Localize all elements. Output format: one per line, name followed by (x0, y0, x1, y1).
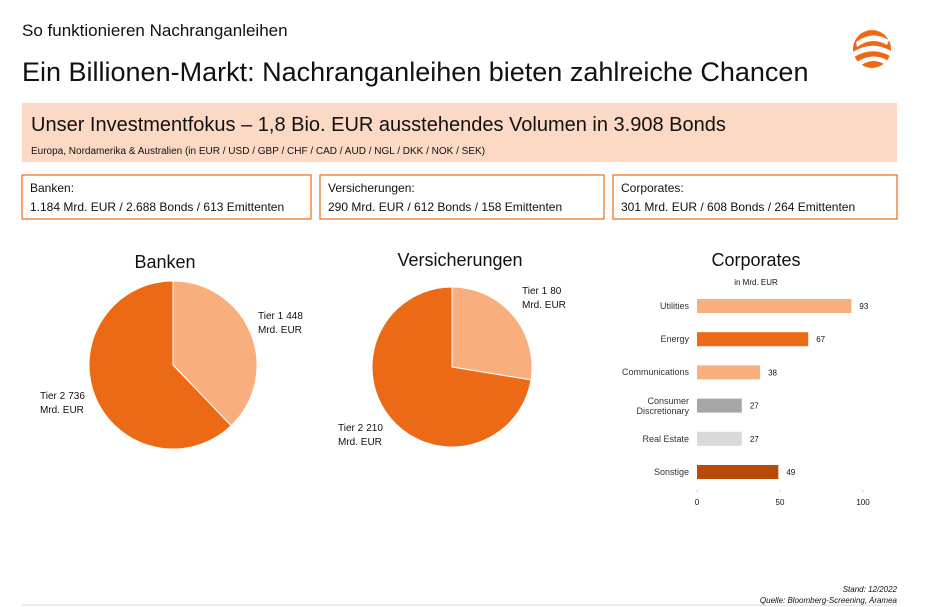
kicker: So funktionieren Nachranganleihen (22, 21, 288, 40)
slice-unit: Mrd. EUR (40, 405, 84, 416)
y-tick-label: Communications (621, 367, 689, 378)
focus-subtitle: Europa, Nordamerika & Australien (in EUR… (31, 146, 485, 157)
info-box-label: Corporates: (621, 181, 684, 195)
y-tick-label: Energy (660, 334, 689, 345)
bar (697, 398, 742, 413)
pie-slice (88, 280, 232, 450)
focus-banner (22, 103, 897, 162)
y-tick-label: Utilities (659, 301, 689, 311)
y-tick-label: Real Estate (642, 433, 689, 444)
slice-label: Tier 2 736 (40, 391, 85, 402)
category-label-box: Consumer Discretionary (636, 395, 689, 416)
slice-unit: Mrd. EUR (522, 300, 566, 311)
chart-title: Banken (134, 252, 195, 272)
bar-value-label: 38 (768, 368, 777, 377)
category-label-box: Real Estate (642, 433, 689, 444)
footer-date: Stand: 12/2022 (843, 585, 898, 594)
info-box (21, 174, 312, 220)
slice-category: Tier 2 (338, 423, 364, 434)
x-tick-label: 100 (856, 498, 870, 507)
slice-value: 80 (550, 286, 562, 297)
info-box-label: Banken: (30, 181, 74, 195)
logo (853, 30, 891, 68)
slide-title: Ein Billionen-Markt: Nachranganleihen bi… (22, 57, 808, 87)
chart-title: Corporates (711, 250, 800, 270)
y-tick-label: Sonstige (653, 467, 689, 477)
focus-title: Unser Investmentfokus – 1,8 Bio. EUR aus… (31, 114, 726, 136)
slice-category: Tier 2 (40, 391, 66, 402)
chart-title: Versicherungen (397, 250, 522, 270)
info-box (612, 174, 898, 220)
bar (697, 431, 742, 446)
info-box-text: 290 Mrd. EUR / 612 Bonds / 158 Emittente… (328, 200, 562, 214)
category-label-box: Utilities (659, 301, 689, 311)
slice-label: Tier 1 80 (522, 286, 562, 297)
bar-value-label: 67 (816, 335, 825, 344)
bar-value-label: 27 (750, 435, 759, 444)
bar (697, 332, 809, 347)
info-box (319, 174, 605, 220)
slice-label: Tier 2 210 (338, 423, 383, 434)
info-box-text: 301 Mrd. EUR / 608 Bonds / 264 Emittente… (621, 200, 855, 214)
chart-subtitle: in Mrd. EUR (734, 278, 778, 287)
pie-slice (371, 286, 532, 448)
footer-source: Quelle: Bloomberg-Screening, Aramea (760, 596, 898, 605)
info-box-text: 1.184 Mrd. EUR / 2.688 Bonds / 613 Emitt… (30, 200, 284, 214)
slice-value: 448 (286, 311, 303, 322)
slice-unit: Mrd. EUR (258, 325, 302, 336)
bar-value-label: 93 (859, 302, 868, 311)
bar-value-label: 49 (786, 468, 795, 477)
category-label-box: Energy (660, 334, 689, 345)
x-tick-label: 50 (776, 498, 785, 507)
slice-label: Tier 1 448 (258, 311, 303, 322)
slice-category: Tier 1 (258, 311, 284, 322)
y-tick-label: Consumer Discretionary (636, 395, 689, 416)
bar (697, 465, 779, 479)
bar-value-label: 27 (750, 402, 759, 411)
slice-unit: Mrd. EUR (338, 437, 382, 448)
category-label-box: Sonstige (653, 467, 689, 477)
pie-slice (172, 280, 258, 427)
slice-value: 210 (366, 423, 383, 434)
slice-value: 736 (68, 391, 85, 402)
bar (697, 299, 852, 313)
x-tick-label: 0 (695, 498, 700, 507)
category-label-box: Communications (621, 367, 689, 378)
info-box-label: Versicherungen: (328, 181, 415, 195)
bar (697, 365, 761, 380)
pie-slice (451, 286, 533, 381)
slice-category: Tier 1 (522, 286, 548, 297)
